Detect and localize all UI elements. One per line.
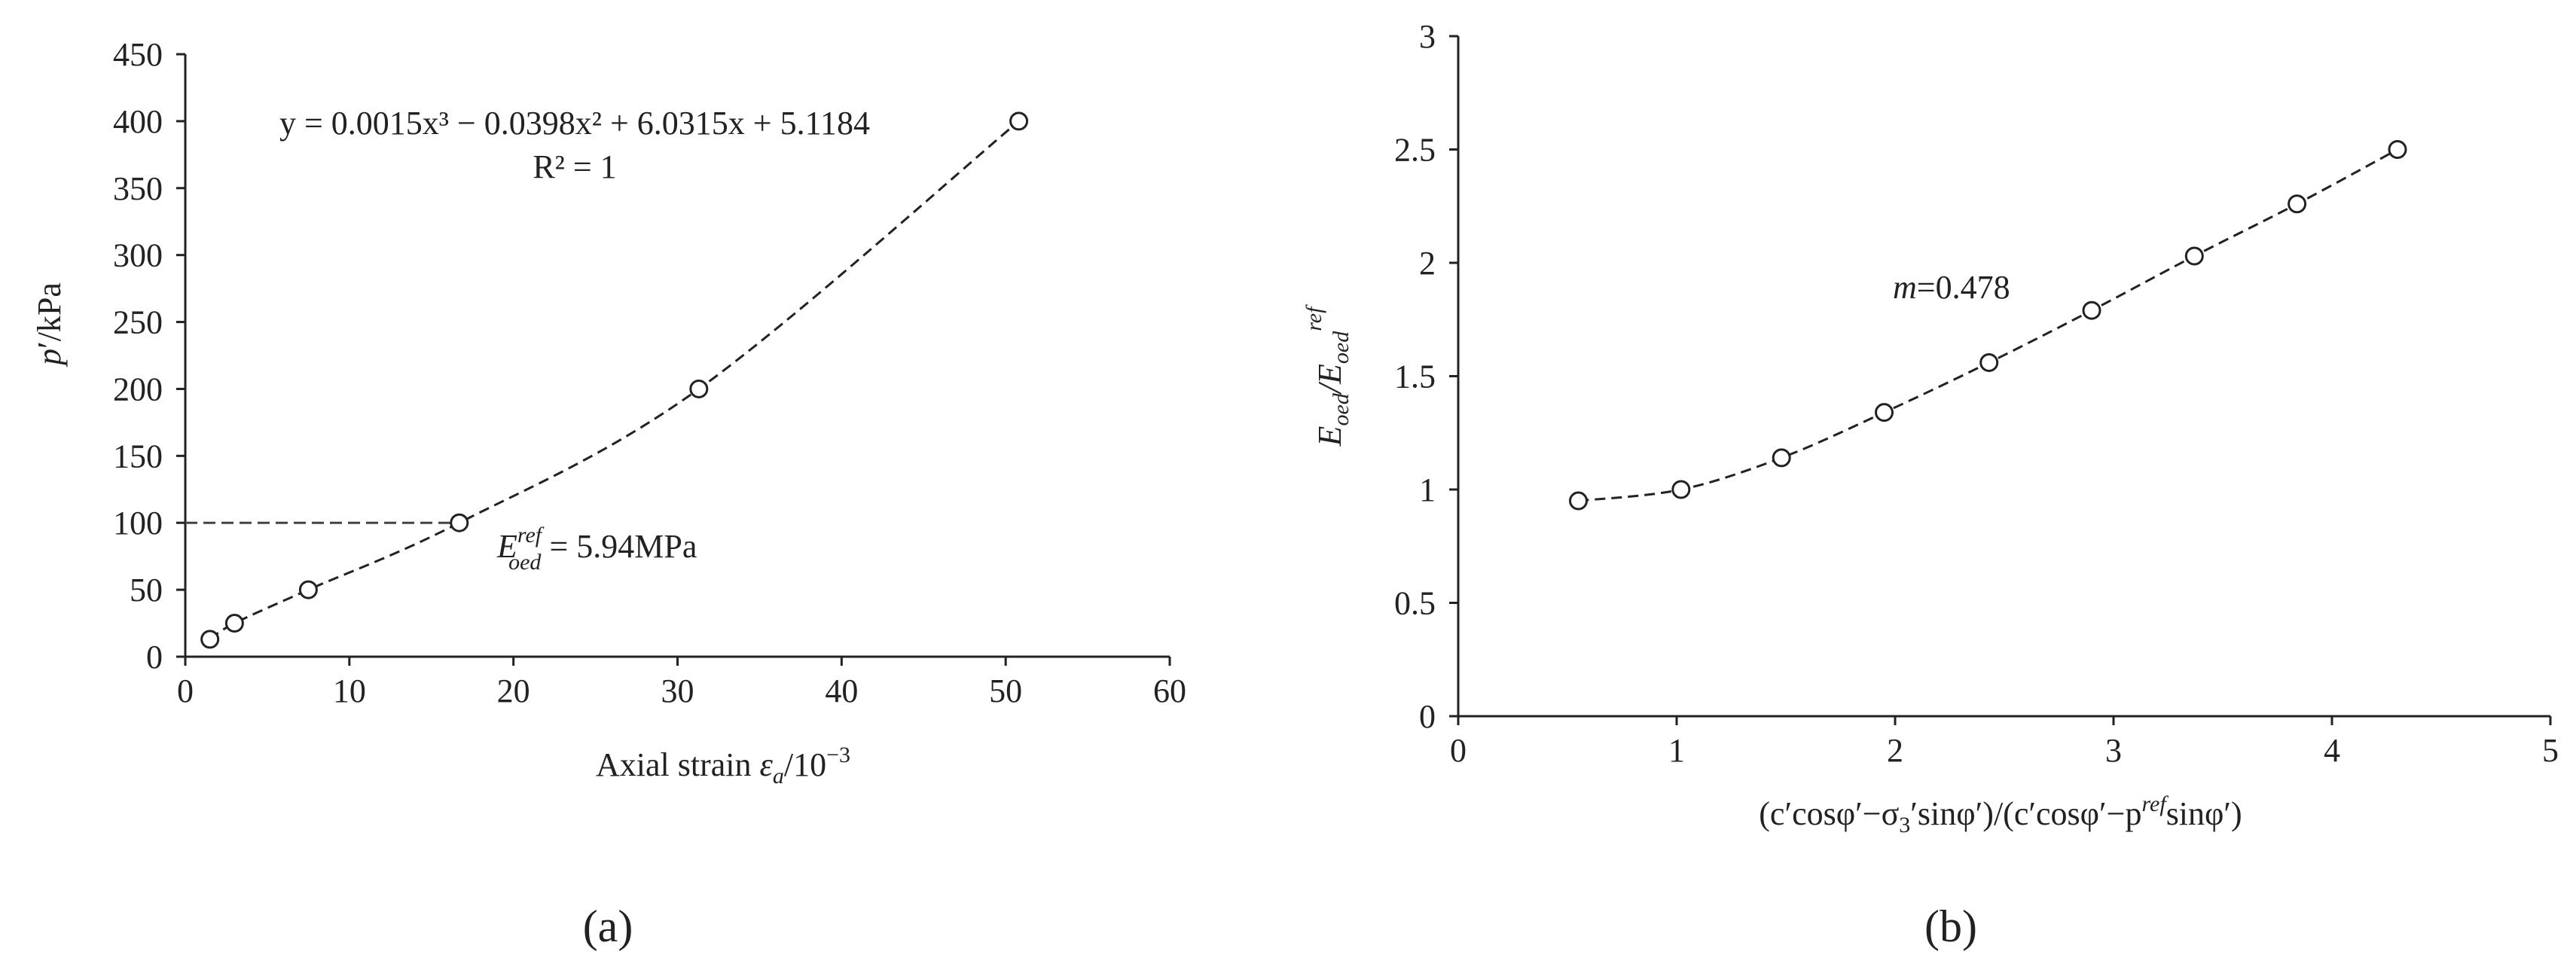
y-tick-label: 400 — [113, 103, 163, 140]
y-tick-label: 450 — [113, 36, 163, 73]
y-tick-label: 3 — [1419, 18, 1436, 55]
y-tick-label: 50 — [130, 572, 163, 609]
data-point — [689, 379, 709, 398]
x-tick-label: 2 — [1887, 732, 1903, 769]
x-tick-label: 60 — [1153, 673, 1186, 709]
data-point — [1569, 491, 1588, 511]
data-point — [224, 614, 244, 633]
y-tick-label: 0.5 — [1394, 585, 1436, 622]
caption: (a) — [583, 901, 633, 951]
caption: (b) — [1924, 901, 1977, 951]
y-tick-label: 1 — [1419, 471, 1436, 508]
e-oed-ref-label: Eref oed = 5.94MPa — [496, 523, 697, 575]
x-axis-label: (c′cosφ′−σ3′sinφ′)/(c′cosφ′−prefsinφ′) — [1759, 792, 2242, 837]
x-tick-label: 1 — [1668, 732, 1685, 769]
y-tick-label: 2 — [1419, 245, 1436, 282]
y-tick-label: 0 — [146, 639, 163, 676]
x-axis-label: Axial strain εa/10−3 — [596, 743, 850, 788]
x-tick-label: 30 — [661, 673, 694, 709]
data-point — [1671, 480, 1691, 499]
data-point — [450, 513, 469, 532]
trend-line — [1578, 148, 2398, 502]
x-tick-label: 40 — [825, 673, 858, 709]
data-point — [1009, 111, 1029, 131]
data-point — [2184, 246, 2204, 266]
y-tick-label: 200 — [113, 371, 163, 407]
y-axis-label: Eoed/Eoedref — [1302, 304, 1354, 447]
y-tick-label: 1.5 — [1394, 358, 1436, 395]
data-point — [2288, 194, 2307, 214]
data-point — [2388, 140, 2407, 159]
x-tick-label: 50 — [989, 673, 1022, 709]
x-tick-label: 0 — [177, 673, 194, 709]
data-point — [298, 580, 318, 599]
data-point — [200, 630, 220, 649]
y-tick-label: 100 — [113, 505, 163, 541]
x-tick-label: 0 — [1450, 732, 1467, 769]
y-axis-label: p′/kPa — [31, 282, 68, 368]
m-label: m=0.478 — [1893, 269, 2010, 306]
y-tick-label: 300 — [113, 237, 163, 274]
equation: y = 0.0015x³ − 0.0398x² + 6.0315x + 5.11… — [279, 105, 870, 142]
y-tick-label: 150 — [113, 438, 163, 474]
y-tick-label: 250 — [113, 304, 163, 341]
x-tick-label: 20 — [497, 673, 530, 709]
x-tick-label: 5 — [2542, 732, 2559, 769]
data-point — [2082, 300, 2101, 320]
r-squared: R² = 1 — [533, 148, 616, 185]
data-point — [1979, 352, 1999, 372]
y-tick-label: 2.5 — [1394, 132, 1436, 169]
y-tick-label: 350 — [113, 170, 163, 207]
data-point — [1875, 403, 1894, 422]
y-tick-label: 0 — [1419, 698, 1436, 735]
x-tick-label: 10 — [333, 673, 366, 709]
x-tick-label: 3 — [2105, 732, 2122, 769]
data-point — [1772, 448, 1791, 468]
x-tick-label: 4 — [2324, 732, 2340, 769]
